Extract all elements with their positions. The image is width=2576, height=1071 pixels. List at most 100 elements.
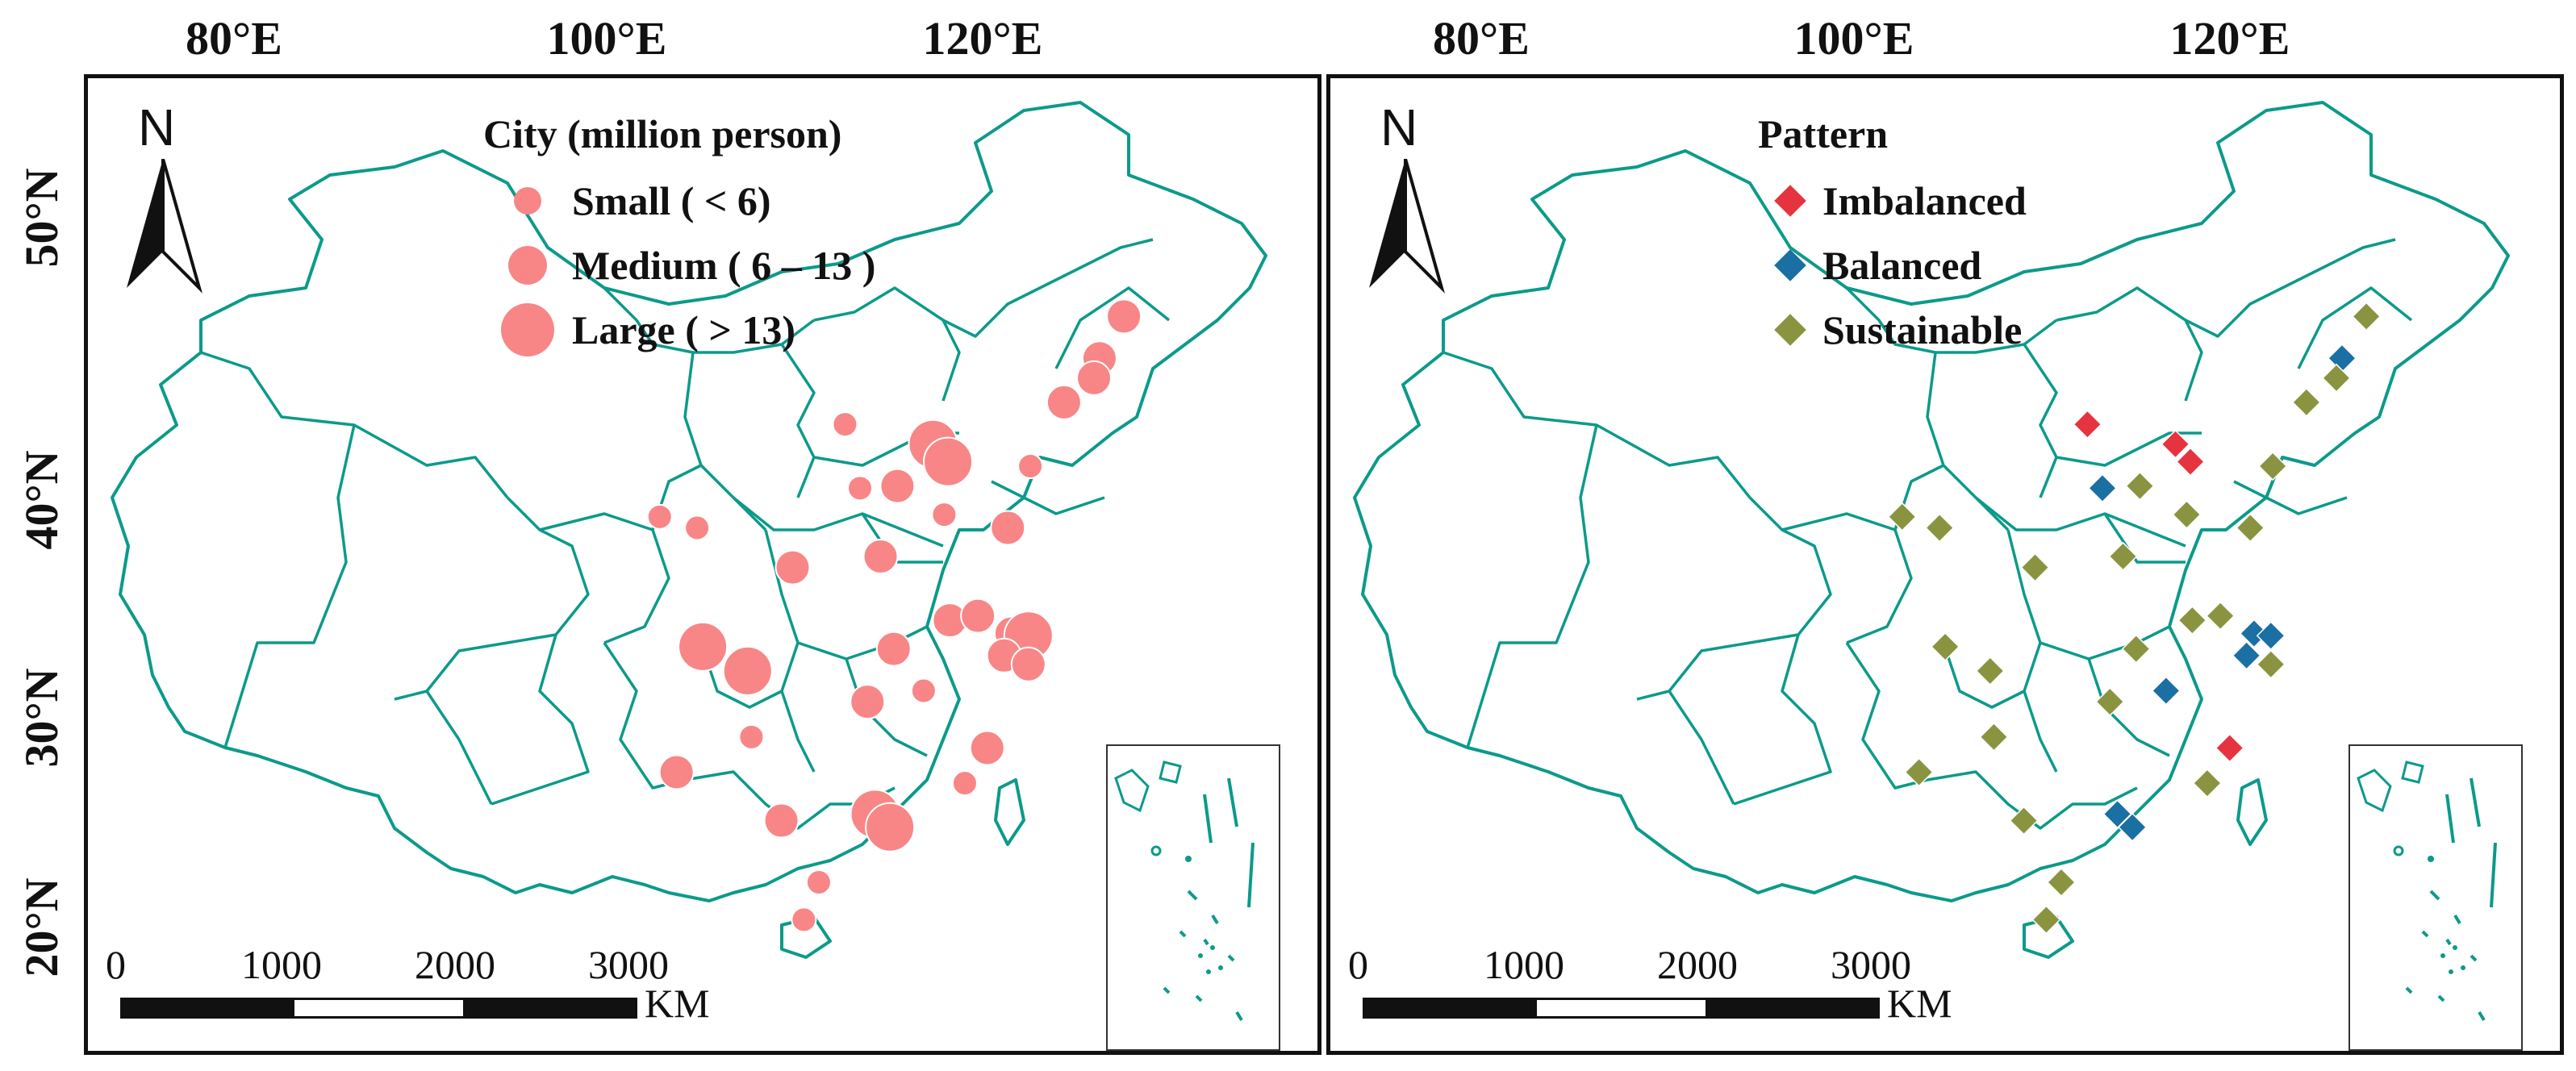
province-boundary bbox=[683, 352, 767, 531]
province-boundary bbox=[1942, 642, 2025, 709]
lon-label-100e-right: 100°E bbox=[1793, 12, 1914, 65]
city-marker-medium bbox=[990, 510, 1026, 546]
scale-unit: KM bbox=[645, 981, 710, 1026]
city-marker-small bbox=[931, 502, 958, 528]
city-marker-sustainable bbox=[2192, 769, 2222, 798]
city-marker-balanced bbox=[2118, 812, 2148, 842]
legend-item-sustainable: Sustainable bbox=[1758, 298, 2027, 362]
city-marker-large bbox=[923, 436, 974, 487]
scale-tick-1000: 1000 bbox=[241, 942, 322, 987]
legend-label: Sustainable bbox=[1822, 307, 2023, 352]
scale-bar-segment bbox=[292, 998, 466, 1019]
city-size-map-panel: N City (million person) Small ( < 6) Med… bbox=[84, 74, 1321, 1055]
city-marker-small bbox=[805, 869, 832, 895]
scale-bar-segment bbox=[1363, 998, 1536, 1019]
province-boundary bbox=[2184, 319, 2203, 402]
city-marker-medium bbox=[1046, 384, 1082, 420]
province-boundary bbox=[491, 634, 590, 806]
province-boundary bbox=[1733, 634, 1832, 806]
city-marker-imbalanced bbox=[2073, 410, 2102, 440]
province-boundary bbox=[1927, 770, 2138, 830]
province-boundary bbox=[941, 319, 961, 402]
north-arrow-icon bbox=[127, 159, 202, 294]
scale-tick-2000: 2000 bbox=[1657, 942, 1738, 987]
province-boundary bbox=[394, 496, 590, 701]
city-marker-imbalanced bbox=[2215, 733, 2244, 763]
lon-label-120e: 120°E bbox=[922, 12, 1043, 65]
city-marker-sustainable bbox=[1904, 757, 1934, 787]
city-marker-sustainable bbox=[2236, 513, 2265, 543]
city-marker-sustainable bbox=[1887, 502, 1917, 531]
city-marker-small bbox=[910, 677, 937, 704]
inset-islands bbox=[1114, 761, 1255, 1022]
island-boundary bbox=[994, 778, 1025, 846]
province-boundary bbox=[425, 690, 493, 805]
city-marker-imbalanced bbox=[2175, 447, 2206, 477]
lat-label-30n: 30°N bbox=[15, 668, 69, 768]
island-boundary bbox=[2236, 778, 2268, 846]
city-marker-sustainable bbox=[2206, 601, 2236, 631]
scale-tick-3000: 3000 bbox=[588, 942, 669, 987]
province-boundary bbox=[2056, 431, 2202, 467]
inset-islands bbox=[2357, 761, 2497, 1022]
north-arrow-icon bbox=[1369, 159, 1445, 294]
city-marker-balanced bbox=[2232, 640, 2261, 670]
province-boundary bbox=[2006, 529, 2170, 661]
north-label: N bbox=[1380, 98, 1418, 156]
pattern-map-panel: N Pattern Imbalanced Balanced Sustainabl… bbox=[1326, 74, 2564, 1055]
sustainable-diamond-icon bbox=[1774, 314, 1806, 346]
city-marker-sustainable bbox=[2046, 867, 2077, 898]
legend-item-imbalanced: Imbalanced bbox=[1758, 169, 2027, 233]
province-boundary bbox=[1054, 286, 1171, 369]
city-marker-sustainable bbox=[2321, 363, 2352, 393]
province-boundary bbox=[780, 642, 816, 773]
province-boundary bbox=[1926, 352, 2010, 531]
city-marker-sustainable bbox=[2121, 634, 2151, 664]
city-marker-large bbox=[678, 621, 729, 672]
province-boundary bbox=[991, 480, 1105, 515]
legend-label: Balanced bbox=[1822, 243, 1982, 288]
province-boundary bbox=[2233, 480, 2348, 515]
legend-label: Small ( < 6) bbox=[572, 178, 771, 223]
province-boundary bbox=[845, 658, 928, 757]
city-marker-small bbox=[791, 906, 817, 933]
legend-item-balanced: Balanced bbox=[1758, 233, 2027, 298]
province-boundary bbox=[732, 496, 944, 548]
city-marker-balanced bbox=[2151, 676, 2181, 706]
scale-bar-segment bbox=[464, 998, 637, 1019]
city-marker-small bbox=[646, 503, 673, 530]
province-boundary bbox=[1845, 642, 1928, 790]
china-map-city-size bbox=[111, 101, 1267, 959]
city-marker-medium bbox=[658, 754, 695, 790]
city-marker-sustainable bbox=[2020, 552, 2050, 582]
legend-title: City (million person) bbox=[483, 111, 842, 156]
city-marker-medium bbox=[969, 730, 1005, 766]
city-marker-medium bbox=[1076, 360, 1112, 396]
scale-bar-segment bbox=[1706, 998, 1880, 1019]
scale-tick-2000: 2000 bbox=[415, 942, 495, 987]
small-circle-icon bbox=[514, 187, 541, 215]
province-boundary bbox=[2297, 286, 2413, 369]
medium-circle-icon bbox=[508, 246, 547, 285]
province-boundary bbox=[1668, 690, 1735, 805]
legend-title: Pattern bbox=[1758, 111, 1889, 156]
city-marker-sustainable bbox=[2009, 806, 2039, 836]
large-circle-icon bbox=[501, 303, 554, 356]
city-marker-sustainable bbox=[1925, 513, 1955, 543]
legend-label: Large ( > 13) bbox=[572, 307, 796, 352]
lat-label-50n: 50°N bbox=[15, 168, 69, 268]
scale-bar-segment bbox=[120, 998, 294, 1019]
province-boundary bbox=[2103, 513, 2186, 564]
city-marker-medium bbox=[960, 598, 996, 634]
balanced-diamond-icon bbox=[1774, 249, 1806, 281]
scale-tick-1000: 1000 bbox=[1484, 942, 1564, 987]
city-marker-balanced bbox=[2256, 621, 2286, 651]
legend-item-medium: Medium ( 6 – 13 ) bbox=[483, 233, 875, 298]
city-marker-sustainable bbox=[2095, 687, 2125, 717]
legend-label: Imbalanced bbox=[1822, 178, 2027, 223]
city-marker-imbalanced bbox=[2161, 429, 2190, 459]
legend-item-large: Large ( > 13) bbox=[483, 298, 875, 362]
province-boundary bbox=[1974, 496, 2186, 548]
province-boundary bbox=[1636, 496, 1832, 701]
province-boundary bbox=[2023, 344, 2058, 498]
